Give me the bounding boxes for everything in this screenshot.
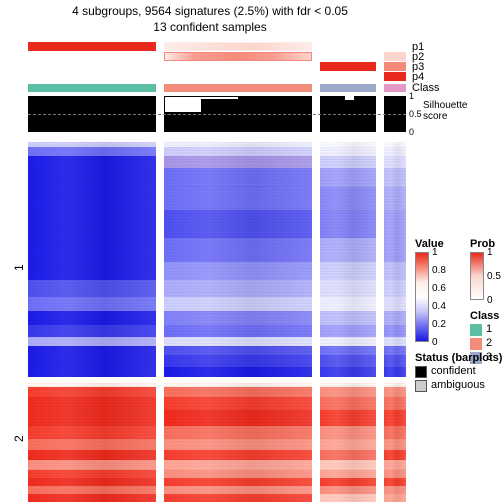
legend-value-grad	[415, 252, 429, 342]
class-b3	[384, 84, 406, 92]
class-b0	[28, 84, 156, 92]
sil-tick-0: 1	[409, 91, 414, 101]
annot-p4-b3	[384, 72, 406, 81]
sil-tick-1: 0.5	[409, 109, 422, 119]
annot-p4-b2	[320, 72, 376, 81]
annot-p3-b2	[320, 62, 376, 71]
legend-status-title: Status (barplots)	[415, 352, 502, 364]
annot-p1-b0	[28, 42, 156, 51]
annot-p1-b1	[164, 42, 312, 51]
annot-p1-b3	[384, 42, 406, 51]
figure-root: 4 subgroups, 9564 signatures (2.5%) with…	[0, 0, 504, 504]
sil-tick-2: 0	[409, 127, 414, 137]
row-group-2: 2	[12, 436, 26, 443]
annot-p3-b1	[164, 62, 312, 71]
annot-p1-b2	[320, 42, 376, 51]
annot-p2-b0	[28, 52, 156, 61]
legend-class-title: Class	[470, 310, 499, 322]
annot-p2-b2	[320, 52, 376, 61]
title-line2: 13 confident samples	[0, 20, 420, 34]
annot-p4-b1	[164, 72, 312, 81]
legend-prob-grad	[470, 252, 484, 300]
row-group-1: 1	[12, 264, 26, 271]
title-line1: 4 subgroups, 9564 signatures (2.5%) with…	[0, 4, 420, 20]
annot-p4-b0	[28, 72, 156, 81]
sil-label: Silhouette score	[423, 100, 467, 122]
class-b2	[320, 84, 376, 92]
annot-p2-b3	[384, 52, 406, 61]
class-label: Class	[412, 82, 440, 94]
legend-value-title: Value	[415, 238, 444, 250]
class-b1	[164, 84, 312, 92]
annot-p3-b0	[28, 62, 156, 71]
annot-p2-b1	[164, 52, 312, 61]
annot-p3-b3	[384, 62, 406, 71]
